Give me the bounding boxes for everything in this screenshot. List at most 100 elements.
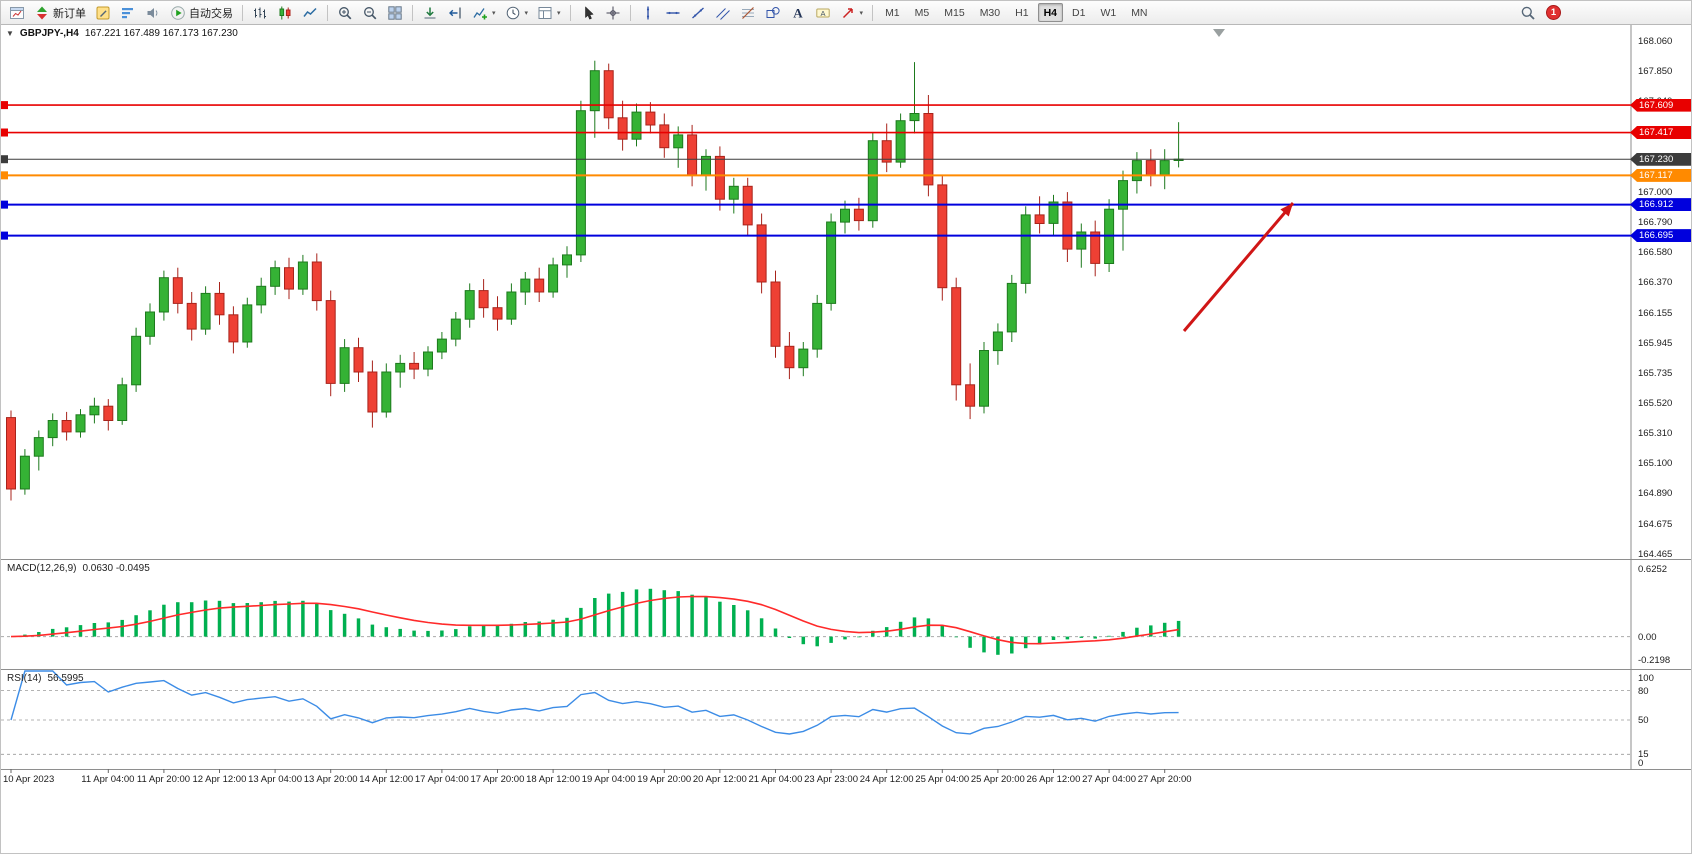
candle-bear (1062, 201, 1073, 250)
shapes-button[interactable] (761, 2, 785, 23)
market-depth-button[interactable] (116, 2, 140, 23)
crosshair-icon (605, 5, 621, 21)
timeframe-button-h4[interactable]: H4 (1037, 3, 1063, 22)
candle-bull (673, 134, 684, 149)
autotrading-button[interactable]: 自动交易 (166, 2, 237, 23)
metaeditor-button[interactable] (91, 2, 115, 23)
zoom-out-icon (362, 5, 378, 21)
price-level-left-marker (1, 101, 8, 110)
candle-bull (158, 277, 169, 313)
new-chart-button[interactable] (5, 2, 29, 23)
fibonacci-icon (740, 5, 756, 21)
candle-bull (395, 362, 406, 373)
one-click-trading-toggle[interactable]: ▼ (6, 29, 14, 38)
time-axis[interactable] (1, 769, 1631, 791)
candle-bull (812, 302, 823, 350)
trendline-icon (690, 5, 706, 21)
price-tag-167.609: 167.609 (1630, 98, 1691, 112)
candle-bull (520, 278, 531, 293)
rsi-panel[interactable] (1, 671, 1631, 769)
candle-bull (297, 261, 308, 290)
timeframe-button-m30[interactable]: M30 (974, 3, 1006, 22)
zoom-in-button[interactable] (333, 2, 357, 23)
toolbar-separator (569, 4, 571, 21)
annotation-arrow[interactable] (1182, 202, 1295, 332)
candle-bear (534, 278, 545, 293)
zoom-out-button[interactable] (358, 2, 382, 23)
timeframe-button-mn[interactable]: MN (1125, 3, 1153, 22)
candle-bear (784, 345, 795, 369)
candle-bull (423, 351, 433, 370)
auto-scroll-button[interactable] (418, 2, 442, 23)
vertical-line-button[interactable] (636, 2, 660, 23)
candle-bear (714, 155, 725, 200)
timeframe-button-m5[interactable]: M5 (909, 3, 936, 22)
crosshair-button[interactable] (601, 2, 625, 23)
annotation-arrowhead (1280, 203, 1293, 217)
label-icon: A (815, 5, 831, 21)
macd-signal-line (10, 595, 1179, 645)
price-level-left-marker (1, 200, 8, 209)
toolbar-separator (412, 4, 413, 21)
candle-bull (867, 140, 878, 222)
cursor-icon (580, 5, 596, 21)
horizontal-line-button[interactable] (661, 2, 685, 23)
indicators-icon (472, 5, 488, 21)
chart-ohlc-values: 167.221 167.489 167.173 167.230 (84, 28, 238, 39)
line-chart-button[interactable] (298, 2, 322, 23)
new-chart-icon (9, 5, 25, 21)
candle-bull (992, 331, 1003, 352)
notification-badge[interactable]: 1 (1546, 5, 1561, 20)
toolbar: 新订单 自动交易 ▾ ▾ ▾ A A ▾ M1 M5 M15 M30 H1 H4 D1 W1 MN 1 (1, 1, 1691, 25)
sound-button[interactable] (141, 2, 165, 23)
periods-button[interactable]: ▾ (501, 2, 533, 23)
macd-values: 0.0630 -0.0495 (82, 563, 150, 574)
candle-bear (325, 300, 336, 384)
candle-bear (478, 290, 489, 309)
new-order-icon (34, 5, 50, 21)
candle-bull (589, 70, 600, 112)
price-level-left-marker (1, 128, 8, 137)
timeframe-button-m1[interactable]: M1 (879, 3, 906, 22)
dropdown-caret-icon: ▾ (557, 9, 561, 17)
candlestick-chart-button[interactable] (273, 2, 297, 23)
macd-panel[interactable] (1, 561, 1631, 669)
templates-button[interactable]: ▾ (533, 2, 565, 23)
trendline-button[interactable] (686, 2, 710, 23)
arrows-button[interactable]: ▾ (836, 2, 868, 23)
candle-bull (1048, 201, 1059, 224)
candle-bear (1034, 214, 1045, 224)
main-price-panel[interactable] (1, 25, 1631, 559)
equidistant-channel-button[interactable] (711, 2, 735, 23)
candle-bull (200, 292, 211, 330)
fibonacci-button[interactable] (736, 2, 760, 23)
search-button[interactable] (1516, 2, 1540, 23)
chart-title: ▼ GBPJPY-,H4 167.221 167.489 167.173 167… (6, 28, 238, 39)
timeframe-button-d1[interactable]: D1 (1066, 3, 1091, 22)
chart-shift-marker[interactable] (1213, 29, 1225, 37)
label-button[interactable]: A (811, 2, 835, 23)
candle-bull (895, 120, 906, 163)
timeframe-button-w1[interactable]: W1 (1094, 3, 1122, 22)
cursor-button[interactable] (576, 2, 600, 23)
timeframe-button-h1[interactable]: H1 (1009, 3, 1034, 22)
price-tag-167.117: 167.117 (1630, 168, 1691, 182)
line-chart-icon (302, 5, 318, 21)
candle-bull (1076, 231, 1087, 250)
bar-chart-button[interactable] (248, 2, 272, 23)
candle-bull (826, 221, 837, 304)
candle-bull (840, 208, 850, 223)
timeframe-button-m15[interactable]: M15 (938, 3, 970, 22)
text-button[interactable]: A (786, 2, 810, 23)
candle-bear (617, 117, 628, 140)
candle-bull (1118, 180, 1128, 210)
dropdown-caret-icon: ▾ (492, 9, 496, 17)
rsi-name: RSI(14) (7, 673, 42, 684)
new-order-button[interactable]: 新订单 (30, 2, 90, 23)
chart-shift-button[interactable] (443, 2, 467, 23)
candle-bear (1090, 231, 1101, 264)
indicators-button[interactable]: ▾ (468, 2, 500, 23)
tile-windows-button[interactable] (383, 2, 407, 23)
